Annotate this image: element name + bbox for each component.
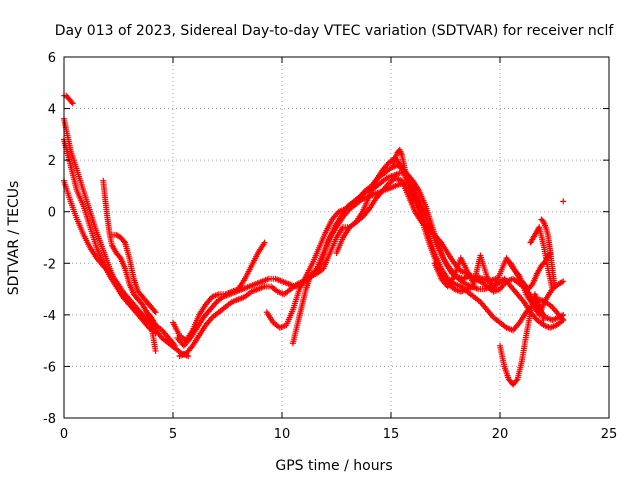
x-tick-label: 25 — [601, 427, 618, 442]
data-point — [551, 283, 558, 290]
chart-title: Day 013 of 2023, Sidereal Day-to-day VTE… — [55, 23, 615, 39]
x-tick-label: 0 — [60, 427, 68, 442]
x-tick-label: 5 — [169, 427, 177, 442]
series-track-6 — [61, 92, 76, 107]
data-points — [61, 92, 567, 388]
data-point — [539, 217, 546, 224]
data-point — [409, 198, 416, 205]
plot-frame — [63, 56, 610, 419]
series-track-7 — [148, 322, 159, 354]
series-track-5 — [108, 231, 159, 316]
series-track-9 — [176, 180, 567, 360]
y-tick-label: -6 — [43, 360, 56, 375]
series-track-19 — [538, 216, 558, 290]
x-tick-label: 10 — [274, 427, 291, 442]
data-point — [540, 317, 547, 324]
data-point — [120, 238, 127, 245]
y-tick-label: 2 — [48, 154, 56, 169]
data-point — [152, 329, 159, 336]
series-track-10 — [170, 239, 268, 344]
y-tick-label: -4 — [43, 309, 56, 324]
data-point — [560, 311, 567, 318]
data-point — [152, 347, 159, 354]
data-point — [560, 278, 567, 285]
series-track-11 — [263, 162, 499, 331]
data-point — [69, 100, 76, 107]
data-point — [172, 342, 179, 349]
x-tick-label: 15 — [383, 427, 400, 442]
x-axis-title: GPS time / hours — [275, 458, 392, 474]
data-point — [151, 307, 158, 314]
data-point — [528, 282, 535, 289]
y-tick-label: 6 — [48, 51, 56, 66]
x-tick-label: 20 — [492, 427, 509, 442]
y-tick-label: -2 — [43, 257, 56, 272]
series-track-14 — [390, 146, 416, 205]
y-axis-title: SDTVAR / TECUs — [6, 181, 22, 296]
data-point — [261, 239, 268, 246]
data-point — [560, 317, 567, 324]
y-tick-label: -8 — [43, 412, 56, 427]
series-track-3 — [61, 136, 159, 336]
y-tick-label: 4 — [48, 103, 56, 118]
axis-ticks: 0 5 10 15 20 25 -8 -6 -4 -2 0 2 4 6 — [43, 51, 617, 442]
data-point — [560, 198, 567, 205]
data-point — [513, 377, 520, 384]
data-point — [116, 253, 123, 260]
data-point — [68, 99, 75, 106]
data-point — [152, 309, 159, 316]
series-track-20 — [560, 198, 567, 205]
y-tick-label: 0 — [48, 206, 56, 221]
series-track-16 — [497, 291, 547, 388]
